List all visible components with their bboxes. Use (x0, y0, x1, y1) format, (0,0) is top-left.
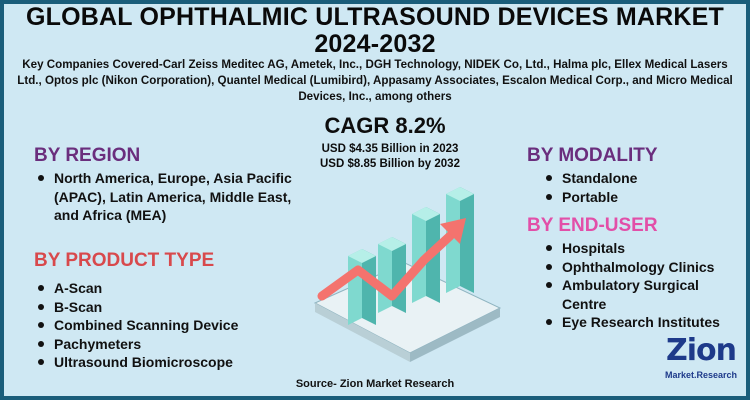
platform-side-left (315, 303, 410, 362)
end-user-item: Hospitals (544, 239, 734, 258)
market-size-2032: USD $8.85 Billion by 2032 (320, 158, 460, 170)
bar-1-side (362, 249, 376, 325)
bar-chart-illustration (313, 187, 502, 362)
trend-arrow-line (317, 231, 455, 301)
zion-logo: Zion Market.Research (660, 334, 742, 390)
key-companies-text: Key Companies Covered-Carl Zeiss Meditec… (17, 58, 733, 103)
end-user-item: Ambulatory Surgical Centre (544, 276, 734, 313)
region-item: North America, Europe, Asia Pacific (APA… (36, 169, 296, 225)
modality-list: Standalone Portable (544, 169, 734, 206)
bar-4-side (460, 187, 474, 293)
product-type-item: B-Scan (36, 298, 296, 317)
modality-heading: BY MODALITY (527, 145, 658, 166)
product-type-heading: BY PRODUCT TYPE (34, 250, 215, 271)
bar-3-front (412, 207, 426, 303)
bar-3-top (412, 207, 440, 221)
end-user-item: Eye Research Institutes (544, 313, 734, 332)
platform-side-right (410, 308, 500, 362)
title-line-2: 2024-2032 (314, 30, 436, 58)
logo-subtitle: Market.Research (664, 370, 738, 380)
bar-4-top (446, 187, 474, 201)
product-type-item: Pachymeters (36, 335, 296, 354)
end-user-heading: BY END-USER (527, 215, 658, 236)
end-user-item: Ophthalmology Clinics (544, 258, 734, 277)
region-list: North America, Europe, Asia Pacific (APA… (36, 169, 296, 225)
modality-item: Portable (544, 188, 734, 207)
product-type-item: Combined Scanning Device (36, 316, 296, 335)
page-title: GLOBAL OPHTHALMIC ULTRASOUND DEVICES MAR… (0, 4, 750, 58)
logo-wordmark: Zion (665, 333, 737, 368)
title-line-1: GLOBAL OPHTHALMIC ULTRASOUND DEVICES MAR… (26, 3, 724, 31)
bar-1-top (348, 249, 376, 263)
product-type-item: A-Scan (36, 279, 296, 298)
end-user-list: Hospitals Ophthalmology Clinics Ambulato… (544, 239, 734, 332)
product-type-item: Ultrasound Biomicroscope (36, 353, 296, 372)
cagr-value: CAGR 8.2% (324, 113, 446, 138)
source-credit: Source- Zion Market Research (295, 378, 455, 390)
market-size-2023: USD $4.35 Billion in 2023 (321, 143, 459, 155)
region-heading: BY REGION (34, 145, 141, 166)
bar-2-top (378, 237, 406, 251)
product-type-list: A-Scan B-Scan Combined Scanning Device P… (36, 279, 296, 372)
bar-4-front (446, 187, 460, 293)
modality-item: Standalone (544, 169, 734, 188)
trend-arrow-head (440, 218, 466, 244)
